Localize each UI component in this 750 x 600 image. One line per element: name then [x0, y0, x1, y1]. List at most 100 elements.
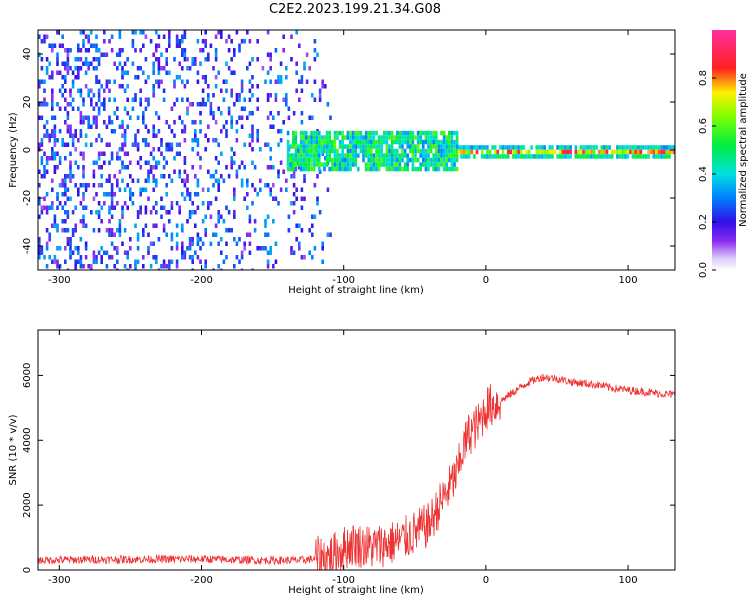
heatmap-cell	[69, 196, 72, 201]
heatmap-cell	[248, 250, 252, 255]
heatmap-cell	[100, 219, 103, 224]
heatmap-cell	[45, 192, 49, 197]
heatmap-cell	[188, 214, 192, 219]
heatmap-cell	[173, 57, 176, 62]
heatmap-cell	[312, 157, 316, 163]
heatmap-cell	[233, 160, 236, 165]
heatmap-cell	[181, 48, 184, 53]
heatmap-cell	[435, 148, 438, 154]
heatmap-cell	[144, 34, 148, 39]
heatmap-cell	[453, 166, 456, 172]
heatmap-cell	[493, 145, 497, 150]
heatmap-cell	[165, 120, 168, 125]
heatmap-cell	[100, 205, 103, 210]
heatmap-cell	[74, 75, 77, 80]
heatmap-cell	[100, 174, 103, 179]
heatmap-cell	[175, 259, 179, 264]
heatmap-cell	[323, 135, 326, 140]
heatmap-cell	[403, 166, 407, 172]
heatmap-cell	[56, 223, 59, 228]
heatmap-cell	[74, 183, 77, 188]
heatmap-cell	[506, 145, 510, 150]
heatmap-cell	[338, 166, 342, 172]
heatmap-cell	[429, 144, 433, 149]
heatmap-cell	[136, 147, 140, 152]
heatmap-cell	[398, 130, 402, 136]
heatmap-cell	[113, 111, 116, 116]
heatmap-cell	[103, 88, 106, 93]
heatmap-cell	[139, 30, 142, 35]
heatmap-cell	[207, 52, 210, 57]
x-tick-label: -200	[190, 575, 213, 586]
heatmap-cell	[351, 135, 355, 140]
heatmap-cell	[442, 130, 446, 136]
heatmap-cell	[56, 52, 59, 57]
heatmap-cell	[336, 157, 339, 163]
heatmap-cell	[248, 97, 252, 102]
heatmap-cell	[478, 145, 481, 150]
heatmap-cell	[294, 157, 298, 163]
heatmap-cell	[220, 88, 223, 93]
heatmap-cell	[227, 210, 231, 215]
heatmap-cell	[116, 115, 119, 120]
heatmap-cell	[74, 223, 77, 228]
heatmap-cell	[419, 130, 422, 136]
heatmap-cell	[191, 255, 194, 260]
heatmap-cell	[183, 48, 187, 53]
heatmap-cell	[222, 219, 226, 224]
heatmap-cell	[175, 241, 179, 246]
heatmap-cell	[295, 30, 298, 35]
heatmap-cell	[338, 139, 342, 145]
heatmap-cell	[338, 162, 342, 167]
heatmap-cell	[77, 138, 80, 143]
heatmap-cell	[357, 130, 360, 136]
heatmap-cell	[323, 144, 326, 149]
heatmap-cell	[248, 232, 252, 237]
heatmap-cell	[64, 178, 67, 183]
heatmap-cell	[100, 259, 103, 264]
heatmap-cell	[201, 187, 205, 192]
heatmap-cell	[584, 149, 588, 155]
heatmap-cell	[608, 145, 611, 150]
heatmap-cell	[577, 154, 580, 159]
heatmap-cell	[300, 75, 304, 80]
heatmap-cell	[243, 196, 246, 201]
heatmap-cell	[108, 39, 111, 44]
heatmap-cell	[157, 34, 161, 39]
heatmap-cell	[318, 88, 322, 93]
heatmap-cell	[225, 228, 228, 233]
heatmap-cell	[152, 147, 155, 152]
heatmap-cell	[305, 162, 308, 167]
heatmap-cell	[380, 135, 383, 140]
heatmap-cell	[69, 88, 72, 93]
heatmap-cell	[321, 241, 324, 246]
heatmap-cell	[390, 157, 394, 163]
heatmap-cell	[385, 157, 389, 163]
heatmap-cell	[84, 34, 88, 39]
heatmap-cell	[613, 149, 617, 155]
heatmap-cell	[129, 115, 132, 120]
heatmap-cell	[377, 144, 381, 149]
heatmap-cell	[82, 30, 85, 35]
heatmap-cell	[587, 154, 591, 159]
heatmap-cell	[214, 196, 218, 201]
heatmap-cell	[74, 133, 77, 138]
heatmap-cell	[71, 84, 75, 89]
heatmap-cell	[116, 201, 119, 206]
heatmap-cell	[165, 160, 168, 165]
heatmap-cell	[152, 255, 155, 260]
heatmap-cell	[354, 153, 357, 158]
heatmap-cell	[191, 201, 194, 206]
heatmap-cell	[95, 255, 98, 260]
heatmap-cell	[84, 48, 88, 53]
heatmap-cell	[51, 93, 54, 98]
heatmap-cell	[274, 48, 278, 53]
heatmap-cell	[183, 138, 187, 143]
heatmap-cell	[631, 145, 635, 150]
heatmap-cell	[53, 133, 57, 138]
heatmap-cell	[367, 162, 370, 167]
heatmap-cell	[53, 223, 57, 228]
heatmap-cell	[383, 139, 386, 145]
heatmap-cell	[349, 135, 352, 140]
heatmap-cell	[251, 129, 254, 134]
